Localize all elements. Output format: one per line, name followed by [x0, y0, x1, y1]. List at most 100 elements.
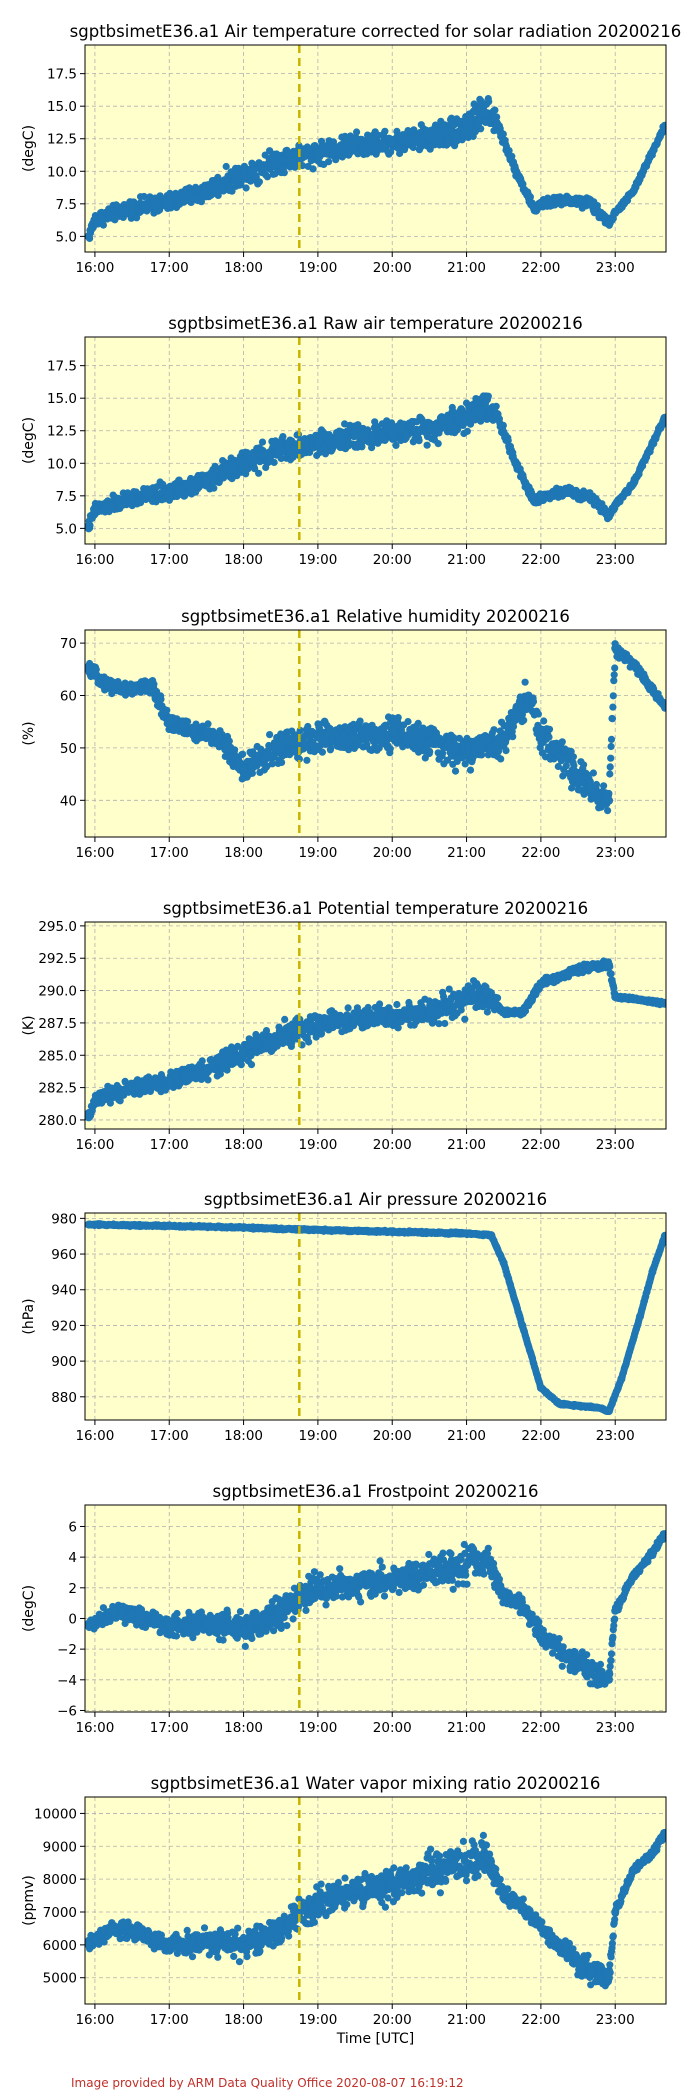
data-point: [228, 187, 236, 195]
y-tick-label: 290.0: [38, 984, 77, 1000]
data-point: [128, 494, 137, 503]
plot-frame: [84, 44, 667, 253]
data-point: [415, 437, 423, 445]
x-tick-label: 23:00: [596, 260, 635, 276]
data-point: [396, 149, 404, 158]
data-point: [248, 769, 256, 777]
data-point: [363, 740, 371, 748]
data-point: [608, 715, 617, 723]
x-tick-label: 19:00: [298, 552, 337, 568]
data-point: [165, 487, 174, 496]
data-point: [295, 755, 303, 763]
data-point: [255, 178, 263, 186]
data-point: [351, 431, 360, 440]
chart-panel-4: sgptbsimetE36.a1 Potential temperature 2…: [21, 899, 667, 1153]
y-tick-label: 70: [60, 636, 77, 652]
data-point: [606, 770, 614, 778]
x-tick-label: 18:00: [224, 1137, 263, 1153]
x-tick-label: 16:00: [75, 552, 114, 568]
data-point: [163, 706, 171, 714]
data-point: [518, 711, 527, 719]
data-point: [505, 147, 513, 155]
data-point: [493, 113, 501, 121]
data-point: [210, 484, 218, 492]
data-point: [414, 719, 422, 728]
data-point: [85, 665, 93, 674]
data-point: [561, 754, 570, 763]
y-axis-label: (degC): [21, 417, 37, 464]
y-tick-label: 15.0: [47, 391, 77, 407]
data-point: [461, 760, 469, 768]
data-point: [502, 747, 510, 755]
data-point: [660, 413, 666, 422]
data-point: [607, 735, 616, 744]
data-point: [434, 440, 442, 448]
data-point: [589, 769, 598, 777]
data-point: [393, 1000, 401, 1009]
data-point: [351, 141, 360, 150]
chart-panel-2: sgptbsimetE36.a1 Raw air temperature 202…: [21, 314, 667, 568]
x-tick-label: 18:00: [224, 260, 263, 276]
data-point: [128, 686, 137, 695]
x-tick-label: 22:00: [521, 552, 560, 568]
data-point: [303, 756, 311, 764]
data-point: [276, 446, 285, 455]
y-tick-label: 15.0: [47, 99, 77, 115]
x-tick-label: 20:00: [373, 845, 412, 861]
data-point: [462, 123, 471, 131]
data-point: [526, 193, 535, 201]
data-point: [493, 120, 502, 129]
data-point: [318, 748, 326, 756]
x-tick-label: 16:00: [75, 260, 114, 276]
data-point: [600, 782, 608, 790]
data-point: [165, 717, 174, 726]
data-point: [276, 743, 285, 752]
data-point: [499, 421, 507, 429]
data-point: [586, 785, 595, 794]
data-point: [607, 754, 615, 762]
x-tick-label: 17:00: [150, 260, 189, 276]
data-point: [279, 433, 287, 441]
data-point: [611, 208, 620, 217]
y-tick-label: 17.5: [47, 359, 77, 375]
data-point: [288, 1039, 296, 1047]
x-tick-label: 18:00: [224, 845, 263, 861]
data-point: [344, 1004, 352, 1012]
y-tick-label: 292.5: [38, 951, 77, 967]
data-point: [90, 215, 99, 224]
data-point: [586, 199, 595, 208]
data-point: [404, 718, 412, 726]
data-point: [471, 416, 479, 424]
data-point: [277, 454, 285, 463]
data-point: [165, 198, 174, 207]
data-point: [425, 133, 434, 142]
y-tick-label: 10.0: [47, 164, 77, 180]
data-series: [85, 640, 666, 815]
data-point: [298, 162, 307, 170]
data-point: [568, 784, 576, 792]
x-tick-label: 17:00: [150, 845, 189, 861]
data-point: [394, 1024, 402, 1032]
x-tick-label: 21:00: [447, 1137, 486, 1153]
data-point: [611, 664, 619, 672]
data-point: [204, 720, 212, 728]
data-point: [492, 402, 500, 410]
data-point: [481, 399, 490, 408]
data-point: [605, 789, 613, 798]
data-point: [242, 184, 250, 192]
data-point: [106, 1099, 114, 1107]
data-point: [304, 722, 312, 731]
data-point: [313, 438, 322, 447]
data-point: [255, 469, 263, 477]
chart-title: sgptbsimetE36.a1 Raw air temperature 202…: [168, 314, 583, 333]
data-point: [327, 744, 335, 752]
y-axis-label: (%): [21, 721, 37, 745]
data-point: [376, 1000, 384, 1008]
data-point: [536, 491, 545, 500]
y-tick-label: 60: [60, 689, 77, 705]
y-tick-label: 5.0: [56, 521, 77, 537]
data-point: [388, 429, 397, 438]
data-point: [562, 762, 570, 770]
data-point: [268, 760, 276, 768]
